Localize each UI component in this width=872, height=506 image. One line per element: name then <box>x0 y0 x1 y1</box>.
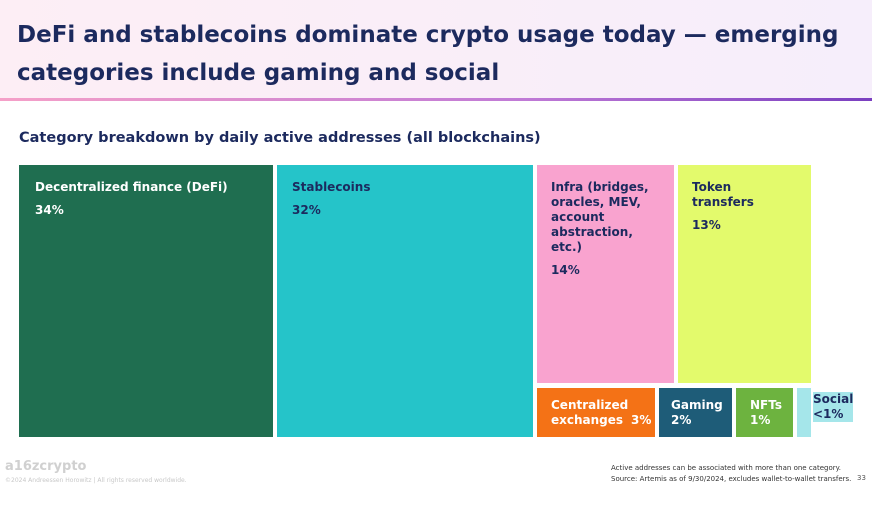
category-name: NFTs <box>750 398 782 412</box>
category-name: Decentralized finance (DeFi) <box>35 180 228 194</box>
treemap-label-gaming: Gaming 2% <box>671 398 731 428</box>
treemap-tile-centralized-exchanges <box>537 388 655 437</box>
page-title: DeFi and stablecoins dominate crypto usa… <box>17 22 839 86</box>
treemap-label-decentralized-finance-defi: Decentralized finance (DeFi) 34% <box>35 180 265 218</box>
category-name: Gaming <box>671 398 723 412</box>
header-divider <box>0 98 872 101</box>
treemap-label-nfts: NFTs 1% <box>750 398 790 428</box>
category-name: Stablecoins <box>292 180 371 194</box>
treemap-tile-decentralized-finance-defi <box>19 165 273 437</box>
treemap-tile-stablecoins <box>277 165 533 437</box>
treemap-tile-nfts <box>736 388 793 437</box>
category-value-label: 1% <box>750 413 771 427</box>
category-value-label: 2% <box>671 413 692 427</box>
category-name: Centralized exchanges <box>551 398 629 427</box>
category-value-label: 13% <box>692 218 721 232</box>
treemap-tile-token-transfers <box>678 165 811 383</box>
footnote-2: Source: Artemis as of 9/30/2024, exclude… <box>611 475 852 483</box>
category-value-label: 3% <box>631 413 652 427</box>
category-value-label: 14% <box>551 263 580 277</box>
treemap-tile-infra-bridges-oracles-mev-account-abstraction-etc <box>537 165 674 383</box>
category-name: Infra (bridges, oracles, MEV, account ab… <box>551 180 649 254</box>
treemap-label-stablecoins: Stablecoins 32% <box>292 180 522 218</box>
treemap-label-social: Social <1% <box>813 392 854 422</box>
header-band <box>0 0 872 100</box>
treemap-tile-gaming <box>659 388 732 437</box>
treemap-label-centralized-exchanges: Centralized exchanges 3% <box>551 398 651 428</box>
treemap-label-token-transfers: Token transfers 13% <box>692 180 772 233</box>
treemap-label-infra-bridges-oracles-mev-account-abstraction-etc: Infra (bridges, oracles, MEV, account ab… <box>551 180 666 278</box>
company-logo: a16zcrypto <box>5 459 87 474</box>
category-name: Social <box>813 392 854 406</box>
chart-title: Category breakdown by daily active addre… <box>19 130 541 146</box>
category-name: Token transfers <box>692 180 754 209</box>
page-number: 33 <box>857 474 866 482</box>
treemap-tile-social <box>797 388 811 437</box>
copyright-text: ©2024 Andreessen Horowitz | All rights r… <box>5 477 187 484</box>
category-value-label: <1% <box>813 407 844 421</box>
category-value-label: 32% <box>292 203 321 217</box>
category-value-label: 34% <box>35 203 64 217</box>
footnote-1: Active addresses can be associated with … <box>611 464 841 472</box>
